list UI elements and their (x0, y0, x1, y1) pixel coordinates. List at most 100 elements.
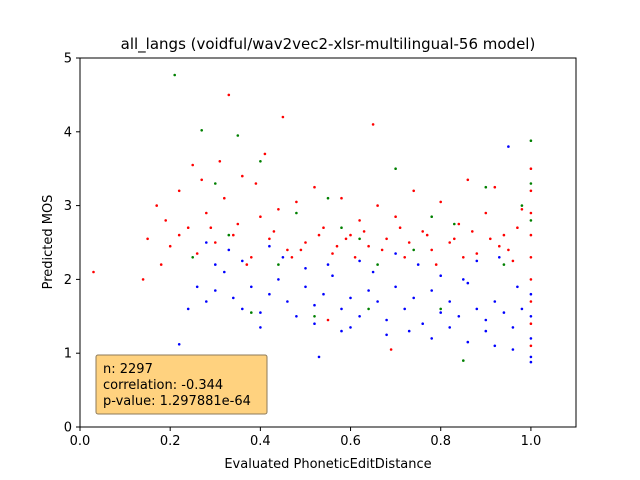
data-point (407, 241, 411, 244)
data-point (205, 241, 208, 244)
data-point (498, 255, 501, 259)
data-point (457, 222, 461, 226)
data-point (376, 263, 379, 266)
data-point (439, 307, 443, 311)
data-point (164, 219, 167, 222)
data-point (529, 300, 533, 303)
data-point (448, 326, 452, 329)
data-point (358, 259, 361, 263)
points-layer (92, 73, 533, 364)
data-point (394, 215, 397, 218)
data-point (214, 263, 217, 266)
data-point (313, 185, 316, 189)
data-point (462, 359, 465, 362)
data-point (529, 255, 533, 259)
data-point (146, 237, 149, 241)
data-point (484, 318, 488, 322)
data-point (367, 289, 370, 292)
data-point (317, 233, 321, 237)
data-point (191, 163, 194, 167)
data-point (340, 329, 343, 333)
x-tick-label: 0.6 (340, 434, 361, 449)
data-point (371, 270, 375, 274)
data-point (92, 270, 95, 274)
data-point (412, 189, 416, 193)
data-point (529, 278, 533, 281)
data-point (403, 307, 407, 311)
data-point (277, 278, 280, 281)
data-point (236, 134, 240, 137)
data-point (295, 211, 298, 215)
data-point (471, 230, 474, 233)
data-point (385, 237, 388, 241)
data-point (520, 204, 524, 207)
data-point (281, 255, 285, 259)
data-point (259, 311, 262, 314)
x-tick-label: 0.4 (250, 434, 271, 449)
data-point (529, 211, 533, 215)
data-point (389, 348, 393, 351)
data-point (268, 244, 271, 248)
data-point (529, 355, 533, 359)
data-point (475, 259, 479, 263)
data-point (241, 259, 244, 263)
x-axis-label: Evaluated PhoneticEditDistance (224, 457, 431, 472)
data-point (484, 329, 488, 333)
data-point (168, 244, 172, 248)
data-point (250, 311, 253, 314)
data-point (466, 340, 470, 344)
data-point (475, 307, 479, 311)
data-point (313, 322, 316, 326)
data-point (529, 219, 533, 222)
data-point (385, 318, 388, 322)
data-point (236, 222, 240, 226)
data-point (232, 233, 235, 237)
data-point (159, 263, 163, 266)
data-point (502, 263, 506, 266)
data-point (421, 230, 425, 233)
data-point (430, 337, 434, 340)
data-point (380, 248, 384, 252)
data-point (250, 255, 253, 259)
data-point (263, 152, 267, 156)
data-point (367, 244, 370, 248)
data-point (177, 343, 181, 346)
data-point (317, 355, 321, 359)
data-point (349, 233, 352, 237)
data-point (290, 255, 294, 259)
data-point (177, 233, 181, 237)
data-point (241, 174, 244, 178)
data-point (507, 145, 510, 148)
data-point (475, 252, 479, 255)
data-point (529, 167, 533, 170)
x-tick-label: 1.0 (521, 434, 542, 449)
data-point (340, 226, 343, 229)
data-point (516, 285, 519, 289)
data-point (335, 244, 339, 248)
data-point (326, 263, 330, 266)
data-point (511, 259, 515, 263)
y-axis: 0 1 2 3 4 5 (64, 52, 80, 436)
data-point (214, 289, 217, 292)
data-point (448, 300, 452, 303)
data-point (529, 360, 533, 364)
plot-frame (79, 57, 577, 428)
y-tick-label: 0 (64, 421, 72, 436)
data-point (430, 248, 434, 252)
x-tick-label: 0.2 (160, 434, 181, 449)
data-point (286, 248, 289, 252)
data-point (281, 115, 285, 119)
stats-p-value: p-value: 1.297881e-64 (103, 394, 251, 409)
y-tick-label: 1 (64, 347, 72, 362)
data-point (502, 311, 506, 314)
data-point (412, 248, 416, 252)
data-point (421, 322, 425, 326)
data-point (462, 278, 465, 281)
data-point (141, 278, 145, 281)
data-point (398, 226, 402, 229)
data-point (322, 292, 325, 296)
data-point (191, 255, 194, 259)
data-point (200, 178, 203, 182)
stats-correlation: correlation: -0.344 (103, 378, 223, 393)
data-point (195, 252, 199, 255)
